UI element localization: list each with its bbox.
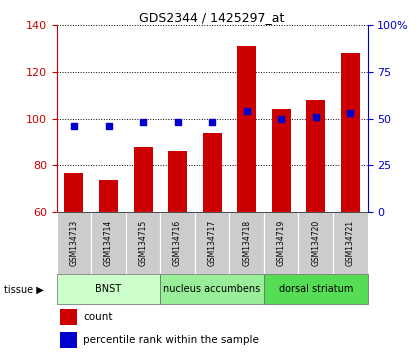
Text: GSM134721: GSM134721 [346,220,355,267]
Text: percentile rank within the sample: percentile rank within the sample [83,335,259,346]
Point [140,120,147,125]
Point [174,120,181,125]
Text: dorsal striatum: dorsal striatum [278,284,353,295]
Bar [195,212,229,274]
Bar [99,179,118,212]
Bar [229,212,264,274]
Bar [306,100,325,212]
Text: nucleus accumbens: nucleus accumbens [163,284,261,295]
Text: count: count [83,312,113,322]
Bar [160,274,264,304]
Bar [60,309,77,325]
Point [312,114,319,120]
Bar [65,172,84,212]
Bar [333,212,368,274]
Bar [168,152,187,212]
Bar [264,274,368,304]
Point [209,120,215,125]
Point [347,110,354,116]
Text: GSM134713: GSM134713 [69,220,79,267]
Bar [341,53,360,212]
Point [71,123,77,129]
Bar [299,212,333,274]
Point [278,116,284,121]
Text: GSM134715: GSM134715 [139,220,147,267]
Bar [126,212,160,274]
Text: GSM134716: GSM134716 [173,220,182,267]
Title: GDS2344 / 1425297_at: GDS2344 / 1425297_at [139,11,285,24]
Text: BNST: BNST [95,284,121,295]
Bar [264,212,299,274]
Bar [60,332,77,348]
Point [105,123,112,129]
Bar [160,212,195,274]
Text: GSM134720: GSM134720 [311,220,320,267]
Text: GSM134719: GSM134719 [277,220,286,267]
Point [243,108,250,114]
Bar [134,147,152,212]
Bar [202,133,222,212]
Text: tissue ▶: tissue ▶ [4,284,44,295]
Bar [237,46,256,212]
Bar [57,274,160,304]
Bar [57,212,91,274]
Bar [272,109,291,212]
Text: GSM134717: GSM134717 [207,220,217,267]
Bar [91,212,126,274]
Text: GSM134718: GSM134718 [242,220,251,267]
Text: GSM134714: GSM134714 [104,220,113,267]
